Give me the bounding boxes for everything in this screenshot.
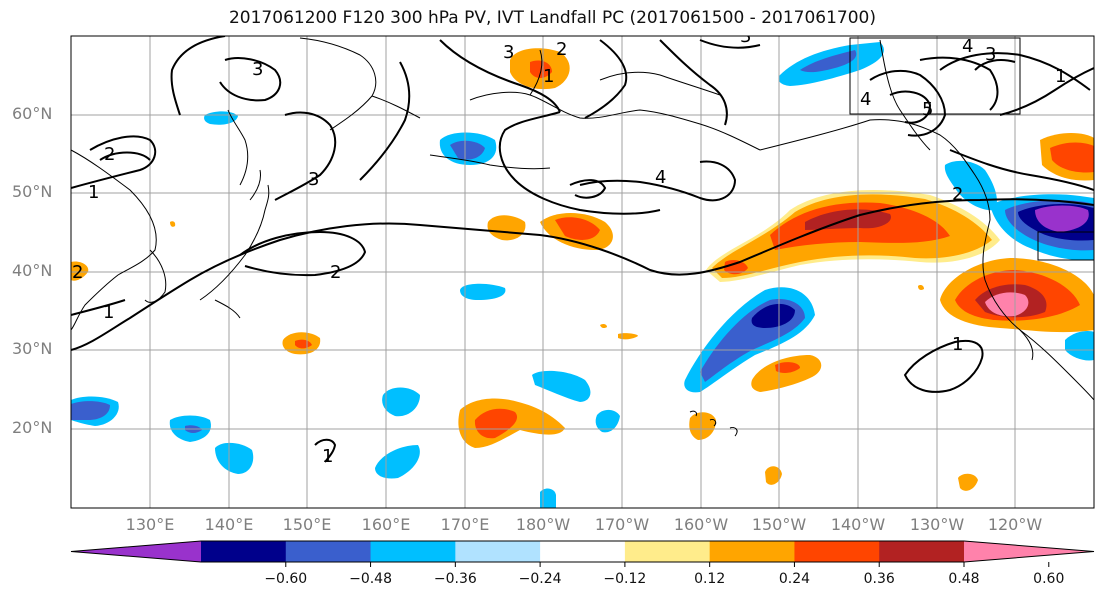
lon-label: 140°E [204, 515, 254, 534]
colorbar-extend-high [964, 541, 1094, 562]
colorbar-swatch [540, 541, 626, 562]
contour-label: 3 [503, 42, 514, 63]
contour-label: 1 [1055, 66, 1066, 87]
lat-label: 20°N [12, 418, 53, 437]
contour-label: 4 [962, 36, 973, 57]
lon-label: 160°E [361, 515, 411, 534]
lon-label: 140°W [830, 515, 886, 534]
contour-label: 3 [740, 26, 751, 47]
contour-label: 2 [330, 262, 341, 283]
colorbar-tick-label: 0.36 [863, 571, 895, 587]
colorbar-tick-label: −0.12 [603, 571, 647, 587]
lon-label: 150°W [751, 515, 807, 534]
lon-label: 120°W [987, 515, 1043, 534]
contour-label: 1 [88, 182, 99, 203]
contour-label: 5 [922, 99, 933, 120]
colorbar-swatch [370, 541, 456, 562]
lon-label: 160°W [673, 515, 729, 534]
colorbar [70, 540, 1095, 567]
contour-label: 3 [252, 59, 263, 80]
contour-label: 2 [556, 39, 567, 60]
contour-label: 2 [104, 144, 115, 165]
contour-label: 1 [103, 302, 114, 323]
coastlines [71, 37, 1094, 437]
lat-label: 30°N [12, 339, 53, 358]
contour-label: 1 [543, 66, 554, 87]
contour-label: 2 [952, 184, 963, 205]
colorbar-tick-label: 0.12 [694, 571, 726, 587]
contour-label: 4 [655, 167, 666, 188]
region-boxes [849, 37, 1094, 261]
lat-label: 40°N [12, 261, 53, 280]
map-frame [70, 35, 1095, 509]
ivt-shading [71, 42, 1094, 508]
colorbar-tick-label: −0.24 [518, 571, 562, 587]
pv-contours [71, 36, 1094, 463]
colorbar-swatch [794, 541, 880, 562]
lon-label: 150°E [282, 515, 332, 534]
lat-label: 50°N [12, 182, 53, 201]
contour-label: 4 [860, 89, 871, 110]
colorbar-swatch [285, 541, 372, 562]
colorbar-tick-label: 0.60 [1033, 571, 1065, 587]
lon-label: 170°W [594, 515, 650, 534]
lon-label: 130°E [125, 515, 175, 534]
colorbar-tick-label: 0.24 [778, 571, 811, 587]
colorbar-swatch [455, 541, 541, 562]
graticule [71, 36, 1094, 508]
lon-label: 130°W [909, 515, 965, 534]
lat-label: 60°N [12, 104, 53, 123]
map-title: 2017061200 F120 300 hPa PV, IVT Landfall… [228, 8, 876, 28]
contour-label: 1 [322, 446, 333, 467]
colorbar-outline [70, 540, 1095, 563]
colorbar-tick-label: −0.60 [264, 571, 308, 587]
contour-label: 2 [72, 262, 83, 283]
colorbar-swatch [201, 541, 287, 562]
contour-label: 3 [985, 44, 996, 65]
colorbar-tick-label: −0.36 [433, 571, 477, 587]
colorbar-tick-label: 0.48 [948, 571, 980, 587]
colorbar-swatch [709, 541, 795, 562]
contour-label-group: 1 2 1 2 3 3 2 3 2 1 4 3 4 5 4 3 1 2 1 1 [72, 26, 1066, 467]
lon-label: 180°W [515, 515, 571, 534]
colorbar-extend-low [71, 541, 201, 562]
colorbar-swatch [879, 541, 965, 562]
contour-label: 3 [308, 169, 319, 190]
colorbar-tick-label: −0.48 [349, 571, 392, 587]
contour-label: 1 [952, 334, 963, 355]
colorbar-swatch [624, 541, 711, 562]
lon-label: 170°E [440, 515, 490, 534]
